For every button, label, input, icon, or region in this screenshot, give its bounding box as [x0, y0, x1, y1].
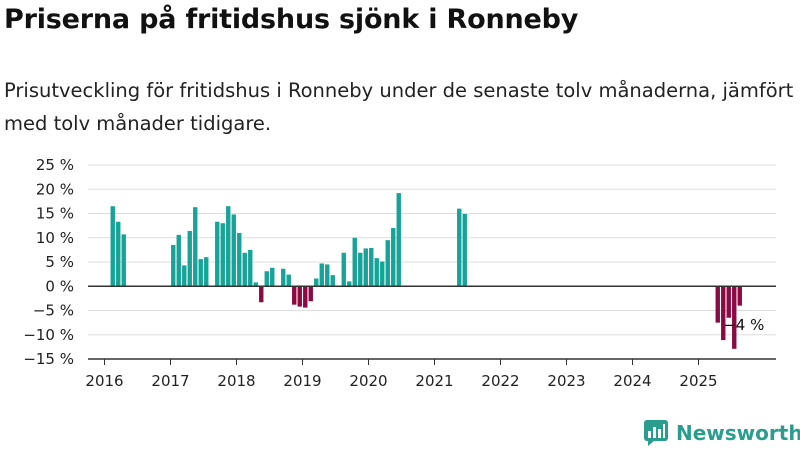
y-tick-label: 5 %	[45, 253, 74, 271]
bar	[176, 234, 181, 287]
brand-name: Newsworthy	[676, 421, 800, 445]
chart-logo-icon	[644, 420, 668, 446]
bar	[226, 206, 231, 287]
bar	[297, 286, 302, 307]
bar	[374, 258, 379, 287]
bar	[385, 240, 390, 287]
bar	[116, 221, 121, 287]
bar	[110, 206, 115, 287]
y-tick-label: −15 %	[23, 350, 74, 368]
bar	[732, 286, 737, 349]
bar	[358, 252, 363, 287]
bar	[721, 286, 726, 341]
bar	[198, 259, 203, 287]
latest-value-annotation: −4 %	[723, 316, 764, 334]
bar	[231, 214, 236, 287]
bar	[341, 252, 346, 287]
bar	[715, 286, 720, 323]
y-tick-label: 10 %	[36, 229, 74, 247]
bar	[352, 237, 357, 287]
y-tick-label: 15 %	[36, 205, 74, 223]
bar	[220, 223, 225, 287]
bar	[237, 232, 242, 287]
bar	[330, 275, 335, 287]
y-tick-label: 0 %	[45, 277, 74, 295]
bar	[314, 278, 319, 287]
bar	[726, 286, 731, 318]
x-tick-label: 2025	[679, 372, 717, 390]
y-tick-label: −10 %	[23, 326, 74, 344]
bar	[396, 193, 401, 287]
bar	[182, 265, 187, 287]
bar	[308, 286, 313, 302]
bar	[292, 286, 297, 305]
bar	[215, 221, 220, 287]
x-tick-label: 2016	[85, 372, 123, 390]
bar	[193, 207, 198, 287]
bar	[369, 247, 374, 287]
bar	[325, 264, 330, 287]
x-tick-label: 2021	[415, 372, 453, 390]
bar	[391, 228, 396, 287]
chart-subtitle: Prisutveckling för fritidshus i Ronneby …	[4, 79, 794, 135]
bar	[259, 286, 264, 303]
bar	[286, 274, 291, 287]
bar	[319, 263, 324, 287]
newsworthy-logo: Newsworthy	[644, 420, 800, 446]
bar	[171, 245, 176, 287]
bar	[281, 268, 286, 287]
bar	[347, 281, 352, 287]
y-tick-label: 25 %	[36, 156, 74, 174]
bar	[187, 230, 192, 287]
bar	[204, 257, 209, 287]
bar	[270, 267, 275, 287]
x-tick-label: 2018	[217, 372, 255, 390]
x-tick-label: 2020	[349, 372, 387, 390]
bar	[121, 234, 126, 287]
bar	[457, 208, 462, 287]
bar	[737, 286, 742, 306]
bar	[248, 249, 253, 287]
bar	[462, 213, 467, 287]
chart-title: Priserna på fritidshus sjönk i Ronneby	[4, 4, 579, 35]
x-tick-label: 2023	[547, 372, 585, 390]
y-tick-label: −5 %	[33, 302, 74, 320]
bar	[303, 286, 308, 308]
x-tick-label: 2024	[613, 372, 651, 390]
bar	[380, 261, 385, 287]
bar	[253, 282, 258, 287]
bar	[264, 271, 269, 287]
y-tick-label: 20 %	[36, 180, 74, 198]
bar	[363, 248, 368, 287]
x-tick-label: 2019	[283, 372, 321, 390]
x-tick-label: 2022	[481, 372, 519, 390]
bar	[242, 252, 247, 287]
x-tick-label: 2017	[151, 372, 189, 390]
